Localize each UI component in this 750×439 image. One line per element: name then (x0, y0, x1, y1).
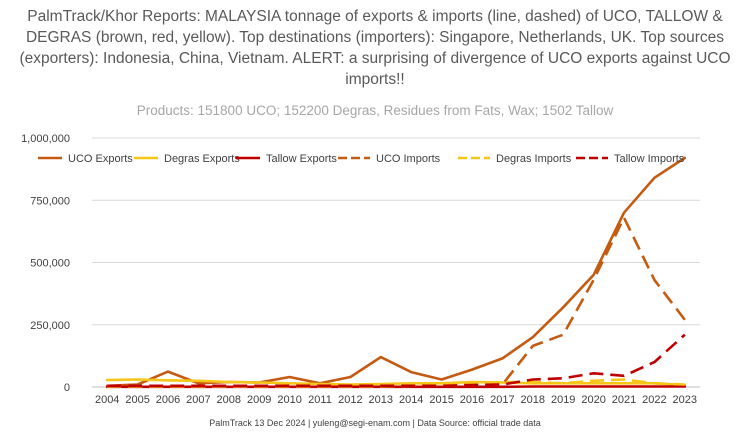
x-tick-label: 2018 (521, 394, 545, 406)
x-tick-label: 2011 (308, 394, 332, 406)
series-line-degras-exports (105, 378, 687, 387)
x-tick-label: 2020 (581, 394, 605, 406)
y-tick-label: 1,000,000 (21, 133, 70, 145)
x-tick-label: 2005 (125, 394, 149, 406)
legend-label: UCO Imports (376, 153, 441, 165)
legend-label: Tallow Exports (266, 153, 337, 165)
x-tick-label: 2009 (247, 394, 271, 406)
gridlines (92, 137, 700, 326)
x-tick-label: 2017 (490, 394, 514, 406)
y-axis: 0 250,000 500,000 750,000 1,000,000 (21, 133, 70, 394)
x-tick-label: 2019 (551, 394, 575, 406)
x-tick-label: 2006 (156, 394, 180, 406)
legend-label: UCO Exports (68, 153, 133, 165)
legend-label: Degras Exports (164, 153, 240, 165)
x-tick-label: 2014 (399, 394, 423, 406)
x-axis: 2004 2005 2006 2007 2008 2009 2010 2011 2012 2013… (92, 386, 700, 406)
x-tick-label: 2010 (277, 394, 301, 406)
chart-subtitle: Products: 151800 UCO; 152200 Degras, Res… (136, 103, 614, 118)
x-tick-label: 2021 (612, 394, 636, 406)
series-line-uco-exports (105, 156, 687, 388)
series-lines (105, 156, 687, 389)
y-tick-label: 0 (64, 382, 70, 394)
y-tick-label: 750,000 (30, 195, 70, 207)
x-tick-label: 2022 (642, 394, 666, 406)
series-line-tallow-imports (107, 333, 686, 388)
x-tick-label: 2004 (95, 394, 119, 406)
y-tick-label: 500,000 (30, 258, 70, 270)
chart-footer: PalmTrack 13 Dec 2024 | yuleng@segi-enam… (209, 418, 541, 428)
x-tick-label: 2015 (429, 394, 453, 406)
x-tick-label: 2013 (369, 394, 393, 406)
x-tick-label: 2008 (217, 394, 241, 406)
legend-label: Degras Imports (496, 153, 572, 165)
x-tick-label: 2023 (673, 394, 697, 406)
y-tick-label: 250,000 (30, 320, 70, 332)
x-tick-label: 2012 (338, 394, 362, 406)
series-line-uco-imports (107, 216, 686, 388)
x-tick-label: 2016 (460, 394, 484, 406)
legend-label: Tallow Imports (614, 153, 685, 165)
legend: UCO Exports Degras Exports Tallow Exports U… (38, 153, 685, 165)
chart-title: PalmTrack/Khor Reports: MALAYSIA tonnage… (19, 8, 731, 88)
x-tick-label: 2007 (186, 394, 210, 406)
